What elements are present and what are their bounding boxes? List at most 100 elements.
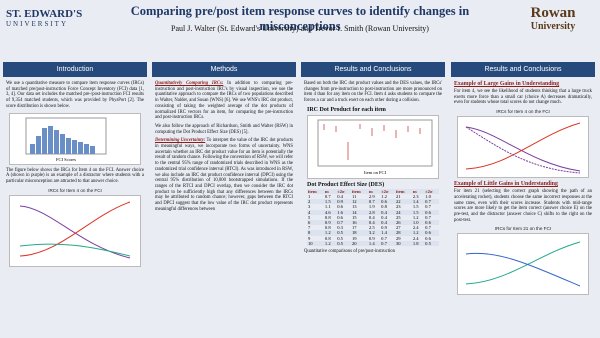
table-cell: 1.4 [411,199,425,205]
table-cell: 0.6 [425,235,431,241]
table-row: 9 0.8 0.5 19 0.9 0.7 29 2.4 0.6 [307,236,439,241]
table-cell: 3.2 [367,230,381,236]
logo-text: ST. EDWARD'S [6,8,83,20]
subheading: Example of Large Gains in Understanding [454,81,560,87]
table-cell: 0.6 [337,214,343,220]
table-cell: 29 [395,235,401,241]
table-cell: 1.4 [367,240,381,247]
table-cell: 0.5 [424,240,439,247]
table-cell: 0.7 [425,204,431,210]
table-cell: 1.2 [411,230,425,236]
table-cell: 18 [350,230,368,236]
table-cell: 28 [394,230,412,236]
table-cell: 2.4 [412,235,419,241]
table-cell: 0.6 [424,209,439,215]
table-cell: 1 [308,194,311,200]
table-cell: 17 [351,225,357,231]
table-cell: 0.7 [381,235,387,241]
paragraph: For item 4, we see the likelihood of stu… [454,89,592,106]
header-cell: ±2σ [336,188,351,195]
logo-text: University [530,21,576,32]
table-cell: 1.2 [323,230,337,236]
table-cell: 7 [308,225,311,231]
poster-title: Comparing pre/post item response curves … [130,4,470,33]
irc-figure [465,122,581,174]
table-cell: 1.2 [381,194,387,200]
logo-text: Rowan [530,5,576,21]
figure-title: IRC Dot Product for each item [307,106,386,113]
table-cell: 13 [351,204,357,210]
header-cell: ±2σ [380,188,395,195]
table-cell: 14 [350,209,368,215]
table-cell: 10 [307,240,324,247]
table-cell: 0.7 [424,199,439,205]
paragraph: We also follow the approach of Richardso… [155,123,293,135]
histogram-figure: FCI Scores [25,117,107,162]
table-cell: 0.6 [380,199,395,205]
header-cell: ±2σ [424,188,439,195]
table-cell: 24 [394,209,412,215]
table-cell: 2.9 [368,194,375,200]
table-row: 3 1.1 0.6 13 1.9 0.8 23 1.5 0.7 [307,204,439,209]
figure [457,116,589,179]
table-cell: 0.4 [380,209,395,215]
table-cell: 0.7 [324,194,331,200]
table-cell: 25 [395,214,401,220]
axis-label: FCI Scores [56,157,76,162]
inline-heading: Quantitatively Comparing IRCs: [155,81,224,86]
section-heading: Methods [152,62,296,77]
table-cell: 0.7 [380,240,395,247]
table-cell: 1.0 [411,220,425,226]
header-cell: m [323,188,337,195]
table-cell: 2.5 [368,225,375,231]
dot-product-figure: Item on FCI [317,119,433,175]
table-cell: 0.9 [323,220,337,226]
text: To interpret the value of the IRC dot pr… [155,138,293,212]
table-cell: 0.4 [368,214,375,220]
table-cell: 0.4 [337,194,343,200]
table-cell: 2.3 [412,194,419,200]
table-cell: 0.6 [337,204,343,210]
table-cell: 0.7 [425,214,431,220]
table-cell: 3 [308,204,311,210]
column: Introduction We use a quantitative measu… [3,62,147,338]
section-heading: Results and Conclusions [451,62,595,77]
header-cell: item [307,188,324,195]
table-cell: 0.7 [336,220,351,226]
table-cell: 0.5 [336,230,351,236]
column: Results and Conclusions Example of Large… [451,62,595,338]
table-cell: 8 [307,230,324,236]
figure-title: IRCs for Item 4 on the FCI [496,109,550,115]
table-cell: 0.6 [424,220,439,226]
table-cell: 23 [395,204,401,210]
table-cell: 1.5 [412,204,419,210]
table-cell: 4 [307,209,324,215]
table-cell: 27 [395,225,401,231]
table-cell: 2.4 [412,225,419,231]
table-cell: 5 [308,214,311,220]
table-row: 5 0.8 0.6 15 0.4 0.4 25 1.2 0.7 [307,215,439,220]
axis-label: Item on FCI [364,170,387,175]
header-cell: m [411,188,425,195]
table-cell: 0.8 [324,225,331,231]
section-heading: Results and Conclusions [301,62,445,77]
paragraph: Determining Uncertainty: To interpret th… [155,138,293,212]
table-row: 1 0.7 0.4 11 2.9 1.2 21 2.3 1.0 [307,194,439,199]
column: Methods Quantitatively Comparing IRCs: I… [152,62,296,338]
table-cell: 11 [351,194,357,200]
paragraph: We use a quantitative measure to compare… [6,81,144,109]
table-cell: 1.2 [412,214,419,220]
table-cell: 0.8 [381,204,387,210]
subheading: Example of Little Gains in Understanding [454,181,558,188]
figure-title: IRCs for Item 4 on the FCI [48,187,102,193]
table-cell: 1.8 [411,240,425,247]
table-title: Dot Product Effect Size (DES) [307,181,385,188]
table-cell: 0.3 [337,225,343,231]
table-cell: 19 [351,235,357,241]
table-cell: 1.5 [323,199,337,205]
figure [9,194,141,267]
header-cell: item [394,188,412,195]
table-cell: 0.7 [425,225,431,231]
authors: Paul J. Walter (St. Edward's University)… [171,24,429,33]
